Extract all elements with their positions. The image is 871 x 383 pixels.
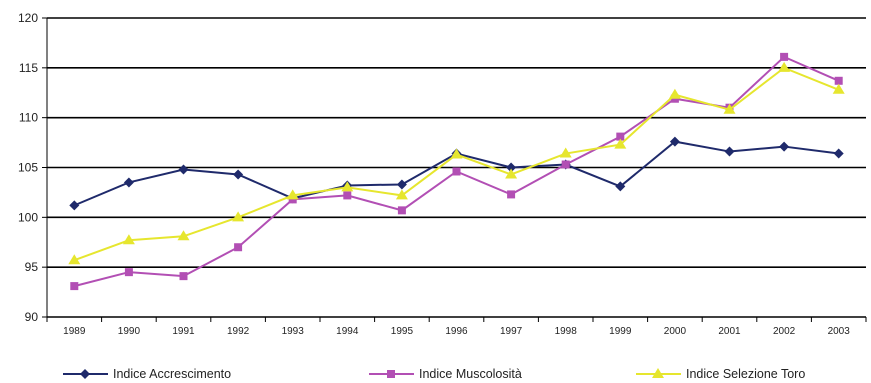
x-tick-label: 2000	[664, 326, 687, 337]
data-point	[506, 162, 517, 173]
x-tick-label: 1991	[172, 326, 195, 337]
legend-label: Indice Accrescimento	[113, 367, 231, 381]
x-tick-label: 1996	[445, 326, 468, 337]
data-point	[396, 179, 407, 190]
data-point	[559, 147, 572, 158]
legend-label: Indice Muscolosità	[419, 367, 522, 381]
data-point	[233, 169, 244, 180]
data-point	[833, 148, 844, 159]
legend-item: Indice Muscolosità	[369, 367, 522, 381]
data-point	[614, 138, 627, 149]
data-point	[178, 164, 189, 175]
data-point	[723, 103, 736, 114]
series-lines	[68, 52, 845, 291]
x-tick-label: 2001	[718, 326, 741, 337]
data-point	[615, 181, 626, 192]
data-point	[780, 52, 789, 61]
x-tick-label: 2003	[828, 326, 851, 337]
data-point	[123, 177, 134, 188]
legend-marker	[80, 369, 90, 379]
y-tick-label: 120	[18, 11, 38, 25]
data-point	[68, 254, 81, 265]
data-point	[232, 211, 245, 222]
legend-label: Indice Selezione Toro	[686, 367, 805, 381]
data-point	[122, 234, 135, 245]
x-tick-label: 2002	[773, 326, 796, 337]
data-point	[507, 190, 516, 199]
data-point	[505, 168, 518, 179]
data-point	[450, 148, 463, 159]
data-point	[832, 83, 845, 94]
x-tick-label: 1995	[391, 326, 414, 337]
data-point	[395, 189, 408, 200]
legend-marker	[652, 368, 664, 378]
data-point	[69, 200, 80, 211]
data-point	[452, 167, 461, 176]
x-tick-label: 1990	[118, 326, 141, 337]
x-tick-label: 1993	[282, 326, 305, 337]
y-tick-label: 115	[19, 61, 38, 75]
data-point	[286, 189, 299, 200]
y-tick-label: 95	[25, 260, 39, 274]
data-point	[669, 136, 680, 147]
y-tick-label: 110	[19, 111, 38, 125]
legend-item: Indice Accrescimento	[63, 367, 231, 381]
data-point	[177, 230, 190, 241]
data-point	[70, 282, 79, 291]
y-tick-label: 105	[18, 161, 38, 175]
data-point	[341, 181, 354, 192]
data-point	[616, 132, 625, 141]
legend-item: Indice Selezione Toro	[636, 367, 805, 381]
data-point	[779, 141, 790, 152]
series-line	[73, 66, 840, 262]
y-tick-label: 90	[25, 310, 39, 324]
data-point	[778, 61, 791, 72]
data-point	[179, 272, 188, 281]
axes: 90 95 100 105 110 115 120 1989 1990 1991 1992 1993 1…	[18, 11, 867, 337]
legend-marker	[387, 370, 395, 378]
data-point	[724, 146, 735, 157]
data-point	[234, 243, 243, 252]
data-point	[397, 206, 406, 215]
x-tick-label: 1992	[227, 326, 250, 337]
data-point	[343, 191, 352, 200]
data-point	[561, 160, 570, 169]
legend: Indice Accrescimento Indice Muscolosità In…	[63, 367, 805, 381]
x-tick-label: 1994	[336, 326, 359, 337]
data-point	[124, 268, 133, 277]
series-2	[68, 61, 845, 265]
x-tick-label: 1998	[555, 326, 578, 337]
x-tick-label: 1999	[609, 326, 632, 337]
x-tick-label: 1989	[63, 326, 86, 337]
data-point	[668, 88, 681, 99]
x-tick-label: 1997	[500, 326, 523, 337]
y-tick-label: 100	[18, 210, 38, 224]
data-point	[834, 76, 843, 85]
